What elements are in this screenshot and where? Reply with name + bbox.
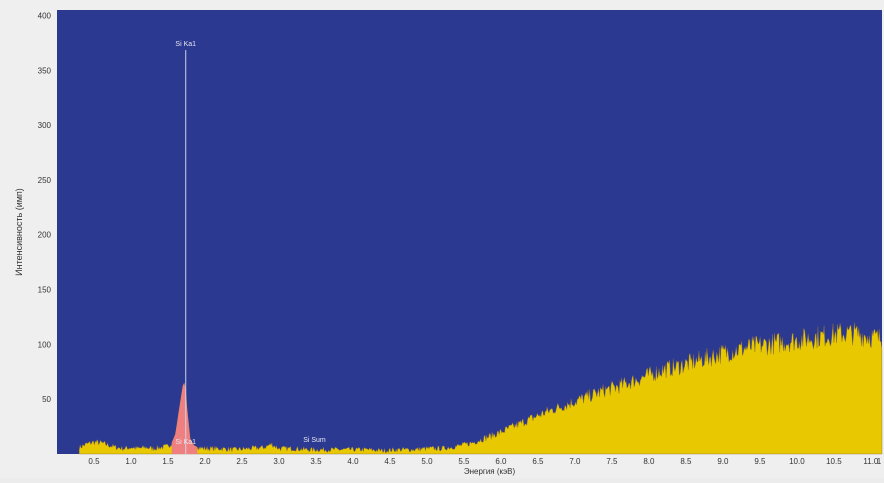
y-tick-label: 200 bbox=[38, 231, 52, 240]
x-tick-label: 4.5 bbox=[384, 457, 396, 466]
peak-annotation-label: Si Sum bbox=[303, 437, 326, 444]
y-tick-label: 100 bbox=[38, 340, 52, 349]
y-tick-label: 250 bbox=[38, 176, 52, 185]
x-tick-label: 11.0 bbox=[863, 457, 879, 466]
x-tick-label: 1.5 bbox=[162, 457, 174, 466]
peak-annotation-label: Si Ka1 bbox=[175, 41, 196, 48]
x-tick-label: 9.5 bbox=[754, 457, 766, 466]
x-tick-label: 5.5 bbox=[458, 457, 470, 466]
y-tick-label: 350 bbox=[38, 66, 52, 75]
peak-annotation-label: Si Ka1 bbox=[175, 439, 196, 446]
x-tick-label: 9.0 bbox=[717, 457, 729, 466]
x-tick-label: 7.0 bbox=[569, 457, 581, 466]
x-tick-label: 7.5 bbox=[606, 457, 618, 466]
x-tick-label: 2.0 bbox=[199, 457, 211, 466]
x-tick-label: 1 bbox=[877, 457, 882, 466]
x-axis-label: Энергия (кэВ) bbox=[464, 467, 516, 476]
x-tick-label: 3.0 bbox=[273, 457, 285, 466]
y-tick-label: 150 bbox=[38, 286, 52, 295]
spectrum-area bbox=[78, 322, 883, 455]
y-tick-label: 400 bbox=[38, 11, 52, 20]
y-tick-label: 50 bbox=[42, 395, 51, 404]
x-tick-label: 8.0 bbox=[643, 457, 655, 466]
x-tick-label: 5.0 bbox=[421, 457, 433, 466]
x-tick-label: 3.5 bbox=[310, 457, 322, 466]
x-axis-ticks: 0.5 1.0 1.5 2.0 2.5 3.0 3.5 4.0 4.5 5.0 5.5 6.0 6.5 7… bbox=[88, 457, 881, 466]
x-tick-label: 10.5 bbox=[826, 457, 842, 466]
y-axis-ticks: 50 100 150 200 250 300 350 400 bbox=[38, 11, 52, 404]
si-peak-area bbox=[171, 382, 198, 454]
x-tick-label: 2.5 bbox=[236, 457, 248, 466]
x-tick-label: 10.0 bbox=[789, 457, 805, 466]
x-tick-label: 0.5 bbox=[88, 457, 100, 466]
x-tick-label: 6.5 bbox=[532, 457, 544, 466]
x-tick-label: 4.0 bbox=[347, 457, 359, 466]
y-tick-label: 300 bbox=[38, 121, 52, 130]
x-tick-label: 8.5 bbox=[680, 457, 692, 466]
x-tick-label: 6.0 bbox=[495, 457, 507, 466]
x-tick-label: 1.0 bbox=[125, 457, 137, 466]
peak-annotations: Si Ka1 Si Ka1 Si Sum bbox=[175, 41, 326, 454]
y-axis-label: Интенсивность (имп) bbox=[14, 188, 24, 276]
